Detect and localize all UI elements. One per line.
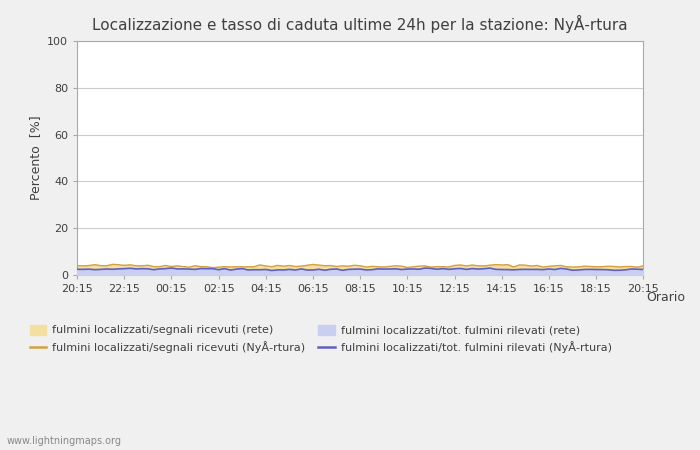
Text: Orario: Orario — [646, 291, 685, 304]
Legend: fulmini localizzati/segnali ricevuti (rete), fulmini localizzati/segnali ricevut: fulmini localizzati/segnali ricevuti (re… — [25, 320, 616, 357]
Y-axis label: Percento  [%]: Percento [%] — [29, 116, 41, 200]
Text: www.lightningmaps.org: www.lightningmaps.org — [7, 436, 122, 446]
Title: Localizzazione e tasso di caduta ultime 24h per la stazione: NyÅ­rtura: Localizzazione e tasso di caduta ultime … — [92, 15, 628, 33]
